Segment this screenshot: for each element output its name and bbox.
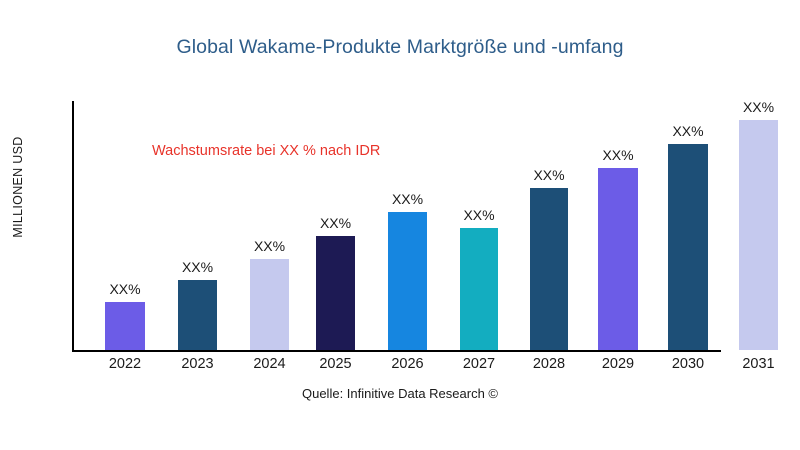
bar-2029[interactable]: [598, 168, 638, 350]
y-axis-line: [72, 101, 74, 352]
bar-2025[interactable]: [316, 236, 355, 350]
x-tick-label-2026: 2026: [391, 356, 424, 372]
bar-value-label-2031: XX%: [742, 99, 775, 115]
growth-rate-annotation: Wachstumsrate bei XX % nach IDR: [152, 143, 381, 159]
bar-value-label-2022: XX%: [109, 281, 141, 297]
bar-2026[interactable]: [388, 212, 427, 350]
x-tick-label-2023: 2023: [181, 356, 214, 372]
bar-2022[interactable]: [105, 302, 145, 350]
x-tick-label-2027: 2027: [462, 356, 496, 372]
bar-2031[interactable]: [739, 120, 778, 350]
source-note: Quelle: Infinitive Data Research ©: [301, 386, 498, 401]
bar-value-label-2030: XX%: [672, 123, 704, 139]
bar-value-label-2028: XX%: [533, 167, 565, 183]
x-tick-label-2022: 2022: [108, 356, 142, 372]
bar-2027[interactable]: [460, 228, 498, 350]
x-axis-line: [72, 350, 721, 352]
bar-2030[interactable]: [668, 144, 708, 350]
bar-2028[interactable]: [530, 188, 568, 350]
bar-value-label-2029: XX%: [602, 147, 634, 163]
x-tick-label-2031: 2031: [742, 356, 775, 372]
x-tick-label-2025: 2025: [319, 356, 352, 372]
bar-value-label-2026: XX%: [391, 191, 424, 207]
x-tick-label-2028: 2028: [532, 356, 566, 372]
bar-value-label-2023: XX%: [181, 259, 214, 275]
bar-value-label-2025: XX%: [319, 215, 352, 231]
bar-value-label-2027: XX%: [463, 207, 495, 223]
x-tick-label-2029: 2029: [601, 356, 635, 372]
bar-2024[interactable]: [250, 259, 289, 350]
bar-value-label-2024: XX%: [253, 238, 286, 254]
bar-2023[interactable]: [178, 280, 217, 350]
page-title: Global Wakame-Produkte Marktgröße und -u…: [176, 36, 624, 58]
x-tick-label-2030: 2030: [671, 356, 705, 372]
x-tick-label-2024: 2024: [253, 356, 286, 372]
